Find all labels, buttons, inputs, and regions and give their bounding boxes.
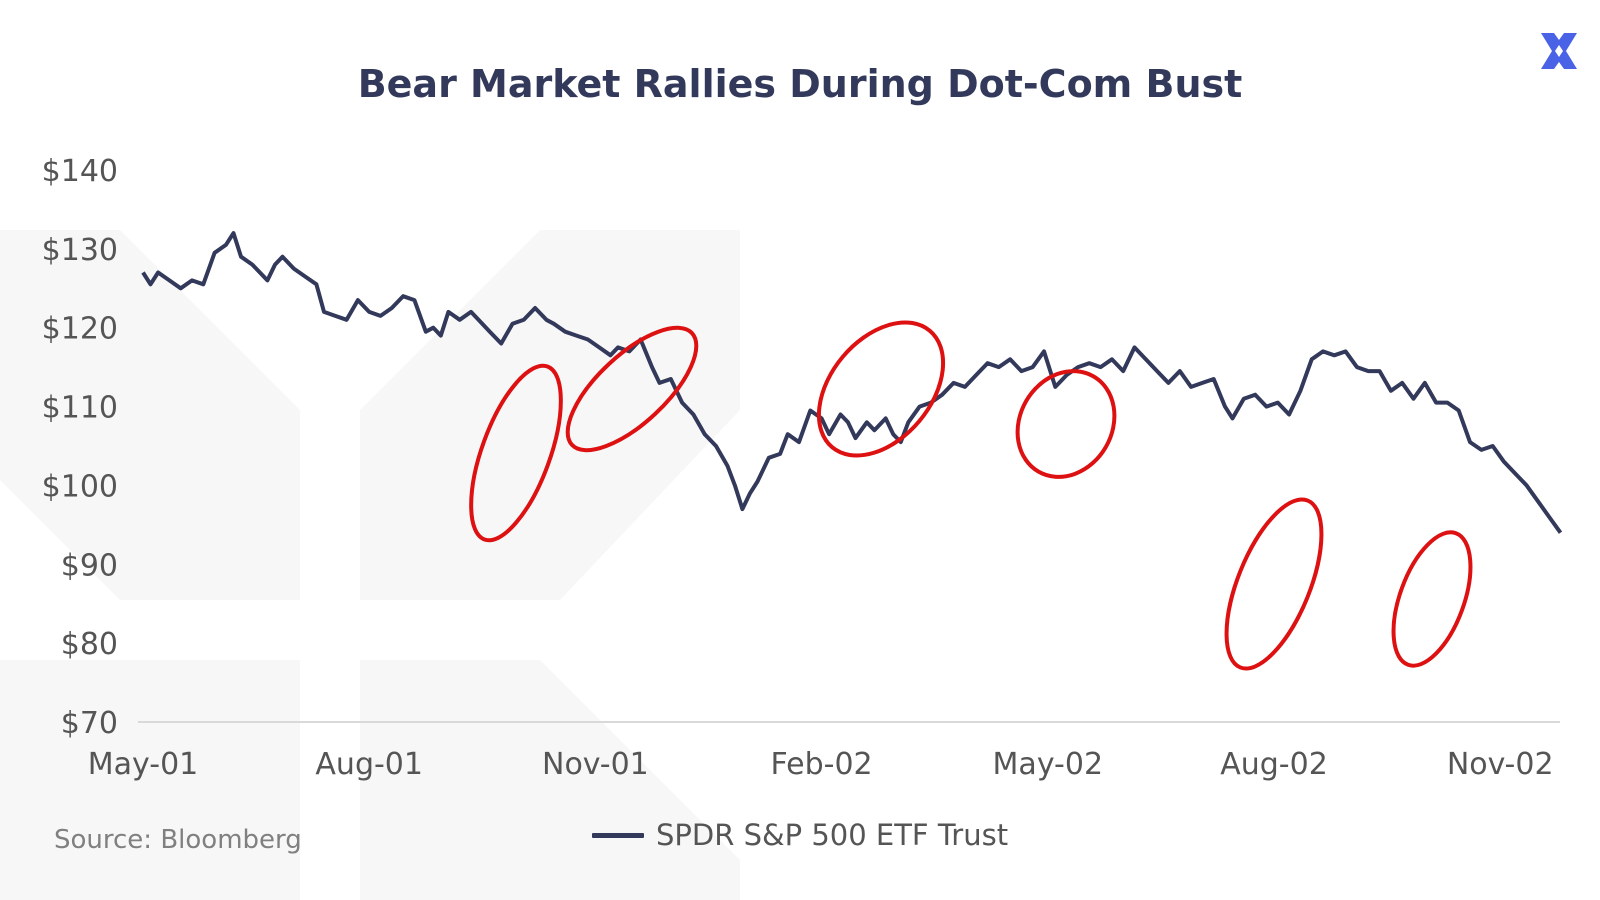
chart-title: Bear Market Rallies During Dot-Com Bust — [357, 62, 1243, 106]
background-watermark — [0, 230, 740, 900]
legend: SPDR S&P 500 ETF Trust — [592, 818, 1008, 852]
x-tick-label: Aug-01 — [315, 747, 423, 782]
y-tick-label: $80 — [61, 627, 118, 662]
y-tick-label: $90 — [61, 548, 118, 583]
legend-line-swatch — [592, 832, 644, 838]
rally-highlight-ellipse — [816, 320, 946, 458]
y-tick-label: $110 — [42, 391, 118, 426]
x-tick-label: Aug-02 — [1220, 747, 1328, 782]
rally-highlight-ellipse — [565, 325, 699, 453]
rally-highlight-ellipse — [1015, 369, 1117, 479]
y-tick-label: $140 — [42, 154, 118, 189]
y-tick-label: $100 — [42, 469, 118, 504]
legend-label: SPDR S&P 500 ETF Trust — [656, 818, 1009, 852]
x-tick-label: May-01 — [88, 747, 199, 782]
x-tick-label: Nov-02 — [1447, 747, 1554, 782]
y-tick-label: $120 — [42, 312, 118, 347]
y-tick-label: $70 — [61, 706, 118, 741]
x-tick-label: May-02 — [993, 747, 1104, 782]
rally-highlight-ellipse — [1224, 497, 1324, 671]
source-note: Source: Bloomberg — [54, 825, 302, 855]
rally-highlight-ellipse — [1391, 530, 1473, 668]
series-line-spdr — [141, 231, 1563, 534]
rally-highlight-ellipse — [469, 363, 563, 543]
y-tick-label: $130 — [42, 233, 118, 268]
x-tick-label: Feb-02 — [771, 747, 873, 782]
brand-x-logo-icon — [1541, 33, 1577, 69]
x-tick-label: Nov-01 — [542, 747, 649, 782]
